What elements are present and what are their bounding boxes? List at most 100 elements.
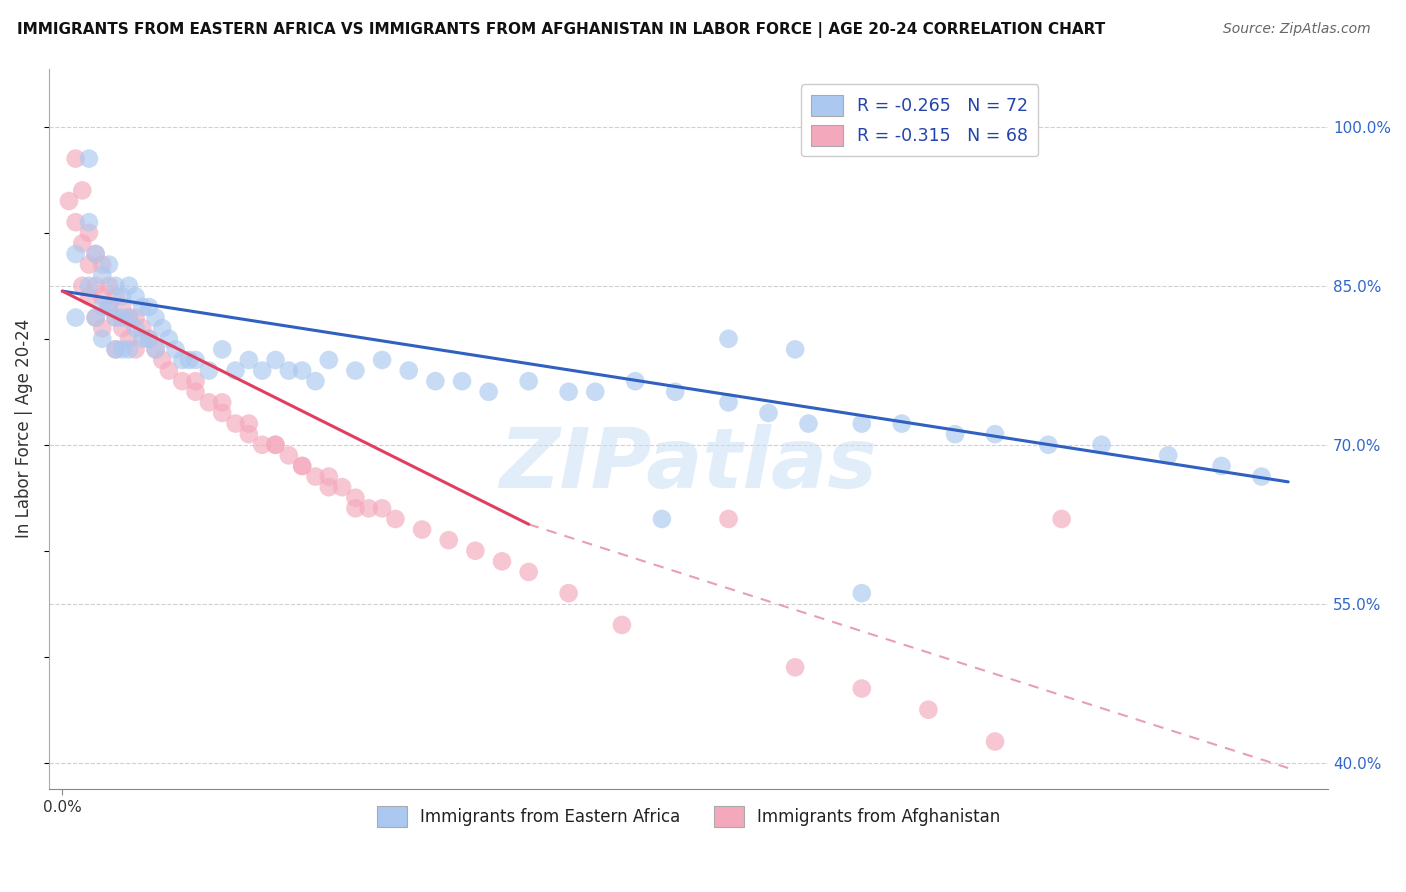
Point bbox=[91, 289, 114, 303]
Point bbox=[77, 226, 100, 240]
Point bbox=[277, 449, 299, 463]
Point bbox=[104, 310, 127, 325]
Point bbox=[104, 343, 127, 357]
Point bbox=[250, 363, 273, 377]
Point bbox=[758, 406, 780, 420]
Point bbox=[124, 289, 146, 303]
Point bbox=[330, 480, 353, 494]
Point bbox=[890, 417, 912, 431]
Point bbox=[318, 469, 340, 483]
Point bbox=[264, 438, 287, 452]
Point bbox=[557, 384, 579, 399]
Point bbox=[118, 310, 141, 325]
Point bbox=[150, 321, 173, 335]
Point bbox=[138, 332, 160, 346]
Point bbox=[851, 417, 873, 431]
Point bbox=[583, 384, 606, 399]
Point bbox=[198, 363, 221, 377]
Point bbox=[1157, 449, 1180, 463]
Point bbox=[1050, 512, 1073, 526]
Point bbox=[65, 310, 87, 325]
Point bbox=[84, 278, 107, 293]
Point bbox=[111, 289, 134, 303]
Point bbox=[65, 152, 87, 166]
Point bbox=[304, 374, 326, 388]
Point bbox=[344, 501, 367, 516]
Point bbox=[277, 363, 299, 377]
Point bbox=[264, 438, 287, 452]
Point bbox=[717, 332, 740, 346]
Point bbox=[77, 278, 100, 293]
Point bbox=[111, 310, 134, 325]
Legend: Immigrants from Eastern Africa, Immigrants from Afghanistan: Immigrants from Eastern Africa, Immigran… bbox=[368, 798, 1008, 835]
Point bbox=[984, 427, 1007, 442]
Point bbox=[624, 374, 647, 388]
Point bbox=[384, 512, 406, 526]
Point bbox=[478, 384, 501, 399]
Point bbox=[318, 353, 340, 368]
Point bbox=[411, 523, 433, 537]
Point bbox=[97, 258, 120, 272]
Point bbox=[785, 343, 807, 357]
Point bbox=[451, 374, 474, 388]
Point bbox=[984, 734, 1007, 748]
Point bbox=[72, 278, 94, 293]
Point bbox=[264, 353, 287, 368]
Text: Source: ZipAtlas.com: Source: ZipAtlas.com bbox=[1223, 22, 1371, 37]
Point bbox=[157, 332, 180, 346]
Point bbox=[211, 395, 233, 409]
Point bbox=[211, 343, 233, 357]
Point bbox=[344, 363, 367, 377]
Point bbox=[124, 321, 146, 335]
Point bbox=[65, 247, 87, 261]
Point bbox=[172, 374, 194, 388]
Point bbox=[145, 343, 167, 357]
Point bbox=[797, 417, 820, 431]
Point bbox=[491, 554, 513, 568]
Point bbox=[157, 363, 180, 377]
Point bbox=[1091, 438, 1114, 452]
Point bbox=[291, 458, 314, 473]
Point bbox=[131, 332, 153, 346]
Point bbox=[77, 289, 100, 303]
Point bbox=[304, 469, 326, 483]
Point bbox=[177, 353, 200, 368]
Point bbox=[517, 374, 540, 388]
Point bbox=[238, 417, 260, 431]
Point bbox=[291, 458, 314, 473]
Point bbox=[72, 236, 94, 251]
Text: ZIPatlas: ZIPatlas bbox=[499, 425, 877, 506]
Point bbox=[1211, 458, 1233, 473]
Point bbox=[917, 703, 939, 717]
Point bbox=[104, 289, 127, 303]
Point bbox=[138, 300, 160, 314]
Point bbox=[97, 300, 120, 314]
Point bbox=[425, 374, 447, 388]
Point bbox=[238, 353, 260, 368]
Point bbox=[77, 215, 100, 229]
Point bbox=[111, 321, 134, 335]
Point bbox=[131, 300, 153, 314]
Point bbox=[65, 215, 87, 229]
Point bbox=[851, 681, 873, 696]
Point bbox=[124, 310, 146, 325]
Point bbox=[97, 300, 120, 314]
Point bbox=[104, 310, 127, 325]
Point bbox=[72, 183, 94, 197]
Point bbox=[238, 427, 260, 442]
Point bbox=[291, 363, 314, 377]
Point bbox=[138, 332, 160, 346]
Text: IMMIGRANTS FROM EASTERN AFRICA VS IMMIGRANTS FROM AFGHANISTAN IN LABOR FORCE | A: IMMIGRANTS FROM EASTERN AFRICA VS IMMIGR… bbox=[17, 22, 1105, 38]
Point bbox=[557, 586, 579, 600]
Point bbox=[198, 395, 221, 409]
Point bbox=[165, 343, 187, 357]
Point bbox=[84, 310, 107, 325]
Point bbox=[91, 268, 114, 283]
Point bbox=[184, 374, 207, 388]
Point bbox=[145, 310, 167, 325]
Point bbox=[84, 247, 107, 261]
Point bbox=[437, 533, 460, 548]
Point bbox=[785, 660, 807, 674]
Point bbox=[150, 353, 173, 368]
Point bbox=[651, 512, 673, 526]
